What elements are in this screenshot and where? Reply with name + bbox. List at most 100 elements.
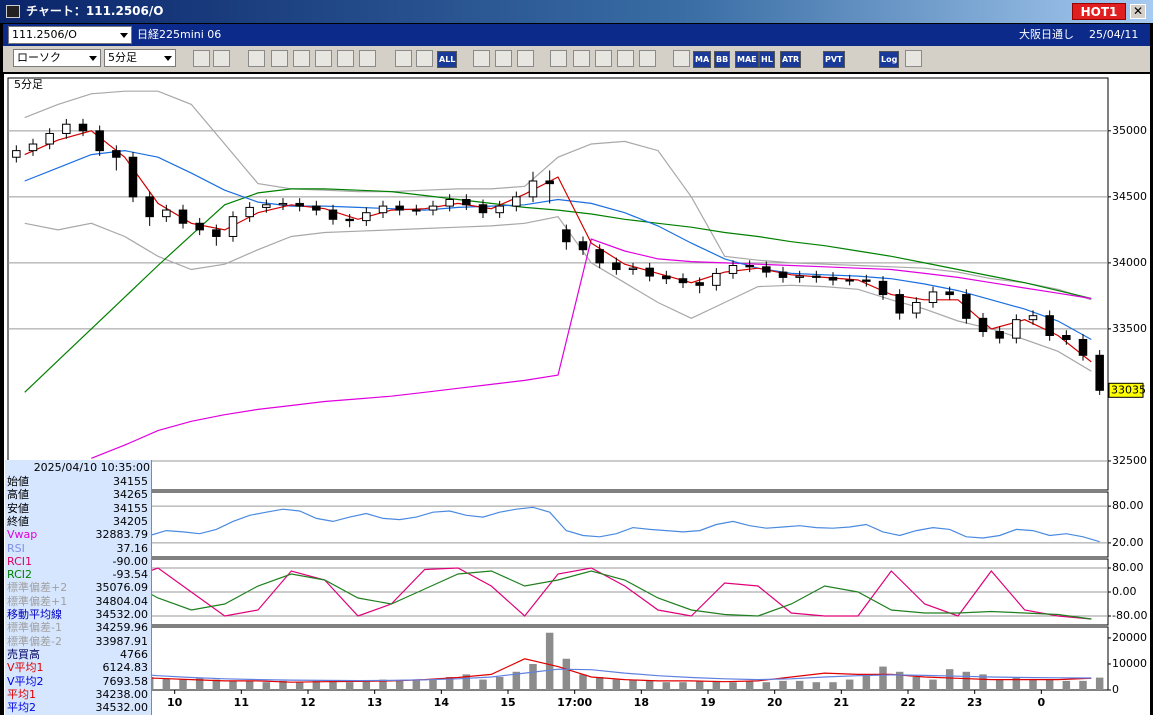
volume-bar <box>629 679 637 690</box>
info-row: 終値 34205 <box>7 515 150 528</box>
volume-bar <box>929 679 937 690</box>
candle-body <box>1045 315 1054 337</box>
volume-bar <box>979 674 987 690</box>
toolbar-icon[interactable] <box>337 50 354 67</box>
panel-label: 5分足 <box>14 78 43 91</box>
series-line <box>16 506 1100 543</box>
series-line <box>24 90 1092 301</box>
candle-body <box>845 279 854 282</box>
toolbar-icon[interactable] <box>905 50 922 67</box>
candle-body <box>628 267 638 270</box>
window-title: チャート：111.2506/O <box>26 4 164 18</box>
info-label: V平均2 <box>7 674 44 688</box>
candle-body <box>678 278 688 284</box>
candle-body <box>1078 338 1088 356</box>
info-row: 標準偏差+2 35076.09 <box>7 581 150 594</box>
toolbar-button[interactable]: HL <box>759 51 775 68</box>
toolbar-button[interactable]: BB <box>714 51 731 68</box>
candle-body <box>562 229 571 243</box>
volume-bar <box>1012 676 1021 690</box>
candle-body <box>112 150 121 158</box>
symbol-combo[interactable]: 111.2506/O <box>8 26 132 44</box>
chart-type-combo[interactable]: ローソク <box>13 49 101 67</box>
y-tick-label: 33500 <box>1112 322 1147 335</box>
toolbar-button[interactable]: ATR <box>780 51 802 68</box>
toolbar-button[interactable]: ALL <box>437 51 458 68</box>
volume-bar <box>662 682 671 690</box>
y-tick-label: 80.00 <box>1112 561 1144 574</box>
toolbar-icon[interactable] <box>473 50 490 67</box>
toolbar-icon[interactable] <box>293 50 310 67</box>
candle-body <box>212 229 221 237</box>
candle-body <box>162 209 171 218</box>
info-label: 終値 <box>7 514 29 528</box>
series-line <box>24 658 1092 683</box>
candle-body <box>645 267 654 277</box>
session-date: 25/04/11 <box>1089 28 1139 41</box>
info-row: RSI 37.16 <box>7 542 150 555</box>
series-line <box>24 567 1092 620</box>
volume-bar <box>945 669 954 690</box>
info-label: 平均1 <box>7 687 36 701</box>
toolbar-icon[interactable] <box>639 50 656 67</box>
toolbar-icon[interactable] <box>193 50 210 67</box>
toolbar-icon[interactable] <box>550 50 567 67</box>
volume-bar <box>345 682 354 690</box>
info-row: V平均1 6124.83 <box>7 661 150 674</box>
candle-body <box>995 331 1004 339</box>
toolbar-icon[interactable] <box>359 50 376 67</box>
candle-body <box>295 202 304 207</box>
toolbar-icon[interactable] <box>573 50 590 67</box>
volume-bar <box>529 663 537 690</box>
candle-body <box>1062 335 1071 340</box>
candle-body <box>178 209 188 224</box>
info-row: 始値 34155 <box>7 475 150 488</box>
toolbar-icon[interactable] <box>495 50 512 67</box>
panel <box>7 77 1109 491</box>
toolbar-button[interactable]: MA <box>693 51 712 68</box>
info-value: 37.16 <box>116 541 149 555</box>
y-tick-label: 10000 <box>1112 657 1147 670</box>
x-tick-label: 17:00 <box>557 696 592 709</box>
volume-bar <box>1062 680 1071 690</box>
toolbar-icon[interactable] <box>595 50 612 67</box>
x-tick-label: 22 <box>900 696 915 709</box>
toolbar-icon[interactable] <box>271 50 288 67</box>
candle-body <box>662 275 671 280</box>
volume-bar <box>879 666 887 690</box>
toolbar-icon[interactable] <box>416 50 433 67</box>
info-label: 標準偏差-2 <box>7 634 62 648</box>
candle-body <box>378 205 388 214</box>
hot-button[interactable]: HOT1 <box>1072 3 1126 20</box>
toolbar-button[interactable]: MAE <box>735 51 759 68</box>
toolbar-icon[interactable] <box>517 50 534 67</box>
toolbar-button[interactable]: Log <box>879 51 900 68</box>
interval-combo[interactable]: 5分足 <box>104 49 176 67</box>
volume-bar <box>379 679 387 690</box>
toolbar-icon[interactable] <box>213 50 230 67</box>
toolbar-icon[interactable] <box>673 50 690 67</box>
toolbar-icon[interactable] <box>617 50 634 67</box>
volume-bar <box>429 679 437 690</box>
panel <box>7 626 1109 691</box>
candle-body <box>145 196 154 218</box>
toolbar-icon[interactable] <box>395 50 412 67</box>
volume-bar <box>612 679 621 690</box>
toolbar-button[interactable]: PVT <box>823 51 845 68</box>
info-row: 標準偏差+1 34804.04 <box>7 595 150 608</box>
candle-body <box>978 317 988 333</box>
toolbar-icon[interactable] <box>248 50 265 67</box>
candle-body <box>328 209 338 220</box>
info-value: 4766 <box>120 647 148 661</box>
info-row: 平均2 34532.00 <box>7 701 150 714</box>
candle-body <box>45 132 54 145</box>
close-button[interactable]: ✕ <box>1130 4 1146 19</box>
x-tick-label: 20 <box>767 696 783 709</box>
series-line <box>24 658 1092 682</box>
candle-body <box>362 212 371 222</box>
toolbar-icon[interactable] <box>315 50 332 67</box>
info-value: 34238.00 <box>95 687 149 701</box>
candle-body <box>762 266 771 273</box>
panel-plot <box>8 567 1108 620</box>
